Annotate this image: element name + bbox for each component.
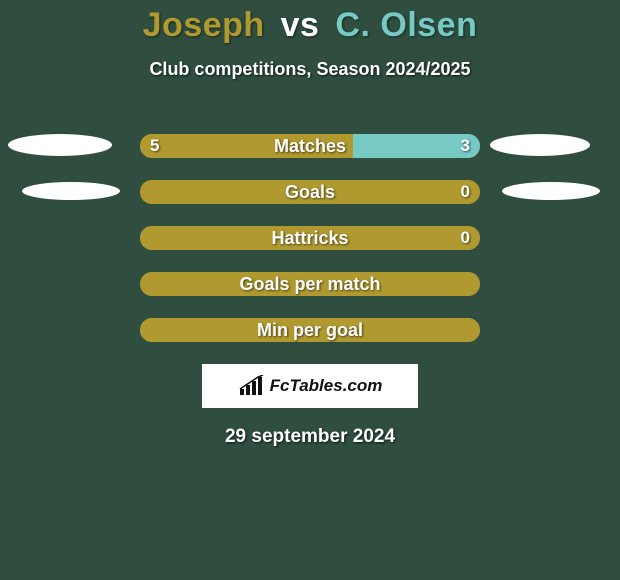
bar-fill-left (140, 180, 480, 204)
player2-name: C. Olsen (335, 6, 477, 44)
comparison-infographic: Joseph vs C. Olsen Club competitions, Se… (0, 0, 620, 580)
badge-text: FcTables.com (270, 376, 383, 396)
bar-fill-left (140, 272, 480, 296)
player1-name: Joseph (143, 6, 265, 44)
stat-row: Hattricks0 (0, 214, 620, 260)
stat-row: Min per goal (0, 306, 620, 352)
bars-icon (238, 375, 264, 397)
stat-bar (140, 272, 480, 296)
bar-fill-left (140, 226, 480, 250)
bar-fill-left (140, 134, 353, 158)
title-vs: vs (281, 6, 320, 44)
bar-fill-left (140, 318, 480, 342)
bar-fill-right (353, 134, 481, 158)
stat-bar (140, 180, 480, 204)
stat-row: Goals0 (0, 168, 620, 214)
stat-bar (140, 226, 480, 250)
left-ellipse (22, 182, 120, 200)
subtitle: Club competitions, Season 2024/2025 (0, 59, 620, 80)
left-ellipse (8, 134, 112, 156)
date-text: 29 september 2024 (0, 426, 620, 448)
stat-row: Matches53 (0, 122, 620, 168)
page-title: Joseph vs C. Olsen (0, 0, 620, 45)
stat-bar (140, 134, 480, 158)
right-ellipse (502, 182, 600, 200)
stat-rows: Matches53Goals0Hattricks0Goals per match… (0, 122, 620, 352)
stat-bar (140, 318, 480, 342)
stat-row: Goals per match (0, 260, 620, 306)
source-badge: FcTables.com (202, 364, 418, 408)
right-ellipse (490, 134, 590, 156)
